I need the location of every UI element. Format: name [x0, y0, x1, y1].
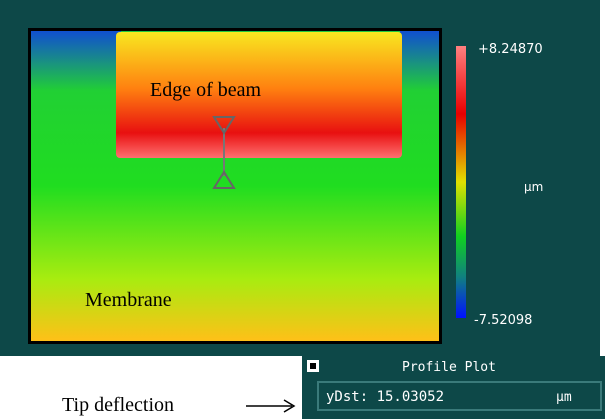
corner-shade [31, 31, 121, 91]
beam [116, 32, 402, 158]
colorbar-min: -7.52098 [474, 313, 532, 328]
caption-arrowhead [283, 399, 296, 413]
marker-bottom [212, 170, 236, 189]
colorbar-unit: µm [524, 180, 543, 194]
marker-top [212, 116, 236, 135]
colorbar-max: +8.24870 [478, 42, 543, 57]
measure-unit: µm [556, 390, 572, 405]
profile-panel [302, 356, 605, 419]
membrane-label: Membrane [85, 289, 172, 311]
beam-label: Edge of beam [150, 79, 262, 101]
close-icon [310, 363, 316, 369]
corner-shade [400, 31, 439, 91]
caption: Tip deflection [62, 394, 174, 416]
measure-box [317, 381, 602, 411]
measure-label: yDst: 15.03052 [326, 389, 444, 405]
color-bar [456, 46, 466, 318]
profile-title: Profile Plot [402, 360, 496, 375]
